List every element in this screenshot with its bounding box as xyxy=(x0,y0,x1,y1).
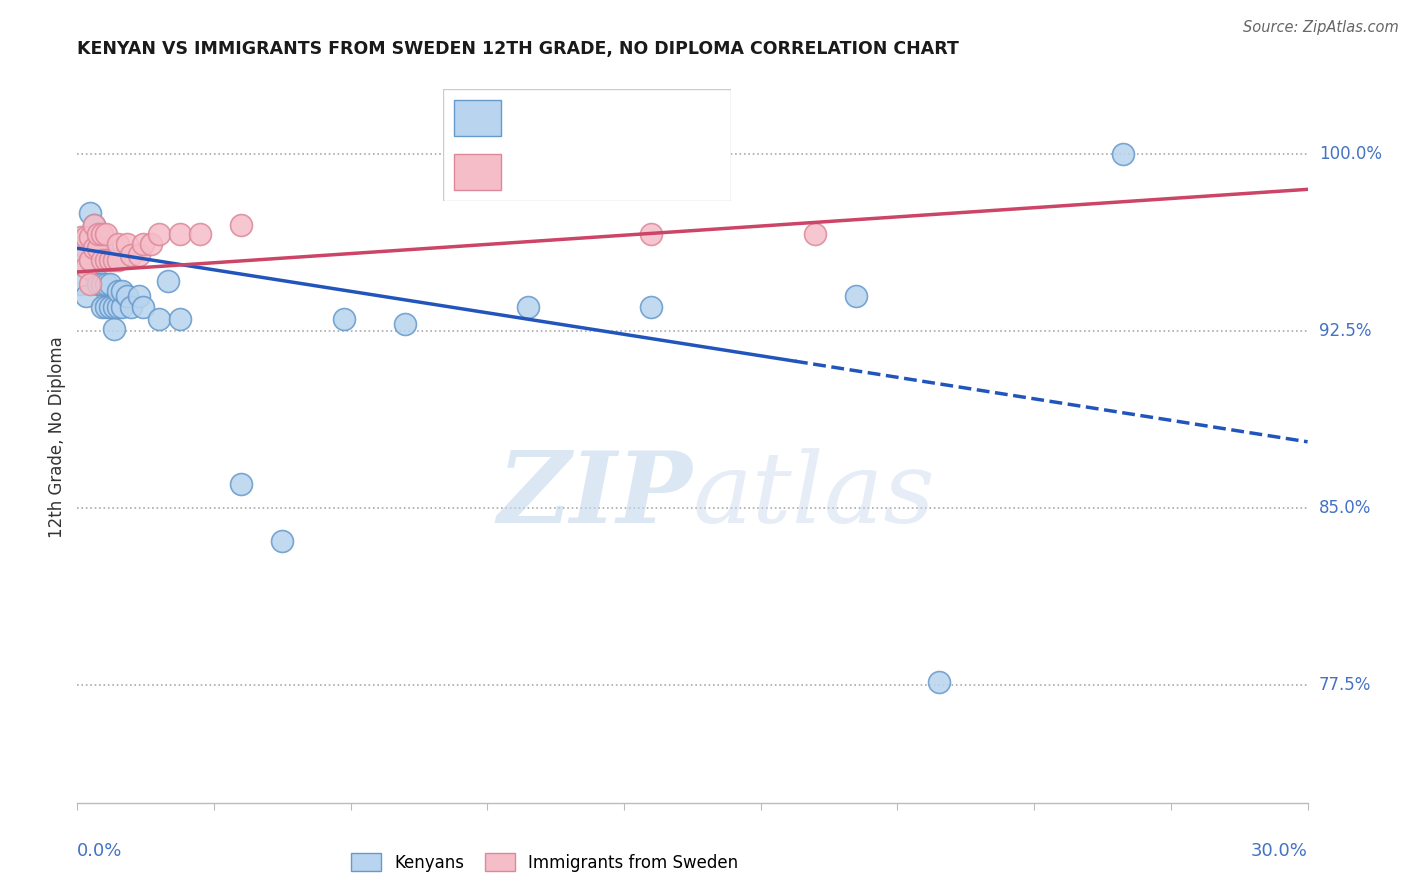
Point xyxy=(141,236,163,251)
Point xyxy=(132,236,155,251)
Point xyxy=(70,253,93,268)
Point xyxy=(111,284,134,298)
Point xyxy=(98,253,121,268)
Point xyxy=(169,312,191,326)
Point xyxy=(79,253,101,268)
Point xyxy=(107,236,129,251)
Point xyxy=(87,241,110,255)
Point xyxy=(804,227,827,242)
Text: R = -0.141: R = -0.141 xyxy=(512,109,609,128)
Point xyxy=(333,312,356,326)
Text: ZIP: ZIP xyxy=(498,448,693,544)
Point xyxy=(120,248,142,262)
Point xyxy=(79,229,101,244)
Point xyxy=(75,288,97,302)
Text: N = 41: N = 41 xyxy=(630,109,697,128)
Text: 77.5%: 77.5% xyxy=(1319,676,1371,694)
Point xyxy=(87,227,110,242)
Point xyxy=(75,229,97,244)
Point xyxy=(107,301,129,315)
Point xyxy=(231,218,253,232)
Point xyxy=(107,253,129,268)
Point xyxy=(83,218,105,232)
Point xyxy=(169,227,191,242)
Point xyxy=(87,253,110,268)
Point xyxy=(87,277,110,291)
Point xyxy=(87,241,110,255)
Point xyxy=(94,301,117,315)
Point xyxy=(79,277,101,291)
Point xyxy=(75,260,97,275)
Point xyxy=(128,248,150,262)
Text: R =  0.451: R = 0.451 xyxy=(512,162,609,181)
Point xyxy=(115,236,138,251)
Point xyxy=(94,227,117,242)
Y-axis label: 12th Grade, No Diploma: 12th Grade, No Diploma xyxy=(48,336,66,538)
Point xyxy=(90,227,114,242)
Point xyxy=(640,227,662,242)
Point xyxy=(558,147,581,161)
Point xyxy=(90,253,114,268)
Point xyxy=(845,288,868,302)
Bar xyxy=(454,101,501,136)
Point xyxy=(79,206,101,220)
Point xyxy=(1112,147,1135,161)
Point xyxy=(75,241,97,255)
Point xyxy=(128,288,150,302)
Point xyxy=(94,253,117,268)
Point xyxy=(148,227,170,242)
Point xyxy=(70,229,93,244)
Point xyxy=(271,533,294,548)
Text: 85.0%: 85.0% xyxy=(1319,499,1371,516)
Point xyxy=(83,218,105,232)
Point xyxy=(98,277,121,291)
Point xyxy=(120,301,142,315)
Text: Source: ZipAtlas.com: Source: ZipAtlas.com xyxy=(1243,20,1399,35)
Point xyxy=(83,241,105,255)
Point xyxy=(79,229,101,244)
Point xyxy=(83,241,105,255)
Text: 0.0%: 0.0% xyxy=(77,842,122,860)
Point xyxy=(928,675,950,690)
Text: N = 32: N = 32 xyxy=(630,162,697,181)
Point xyxy=(94,277,117,291)
Point xyxy=(517,301,540,315)
Point xyxy=(132,301,155,315)
Point xyxy=(70,277,93,291)
Point xyxy=(111,301,134,315)
Point xyxy=(231,477,253,491)
Text: 100.0%: 100.0% xyxy=(1319,145,1382,163)
Point xyxy=(148,312,170,326)
Point xyxy=(188,227,212,242)
Bar xyxy=(454,153,501,189)
Point xyxy=(156,274,179,288)
Point xyxy=(98,301,121,315)
Point xyxy=(115,288,138,302)
FancyBboxPatch shape xyxy=(443,89,731,201)
Point xyxy=(103,301,125,315)
Text: 92.5%: 92.5% xyxy=(1319,322,1371,340)
Point xyxy=(394,317,416,331)
Point xyxy=(90,241,114,255)
Point xyxy=(103,253,125,268)
Point xyxy=(70,246,93,260)
Point xyxy=(103,321,125,335)
Text: KENYAN VS IMMIGRANTS FROM SWEDEN 12TH GRADE, NO DIPLOMA CORRELATION CHART: KENYAN VS IMMIGRANTS FROM SWEDEN 12TH GR… xyxy=(77,40,959,58)
Point xyxy=(90,301,114,315)
Point xyxy=(640,301,662,315)
Text: 30.0%: 30.0% xyxy=(1251,842,1308,860)
Point xyxy=(107,284,129,298)
Legend: Kenyans, Immigrants from Sweden: Kenyans, Immigrants from Sweden xyxy=(344,847,745,879)
Text: atlas: atlas xyxy=(693,448,935,543)
Point xyxy=(90,277,114,291)
Point xyxy=(83,265,105,279)
